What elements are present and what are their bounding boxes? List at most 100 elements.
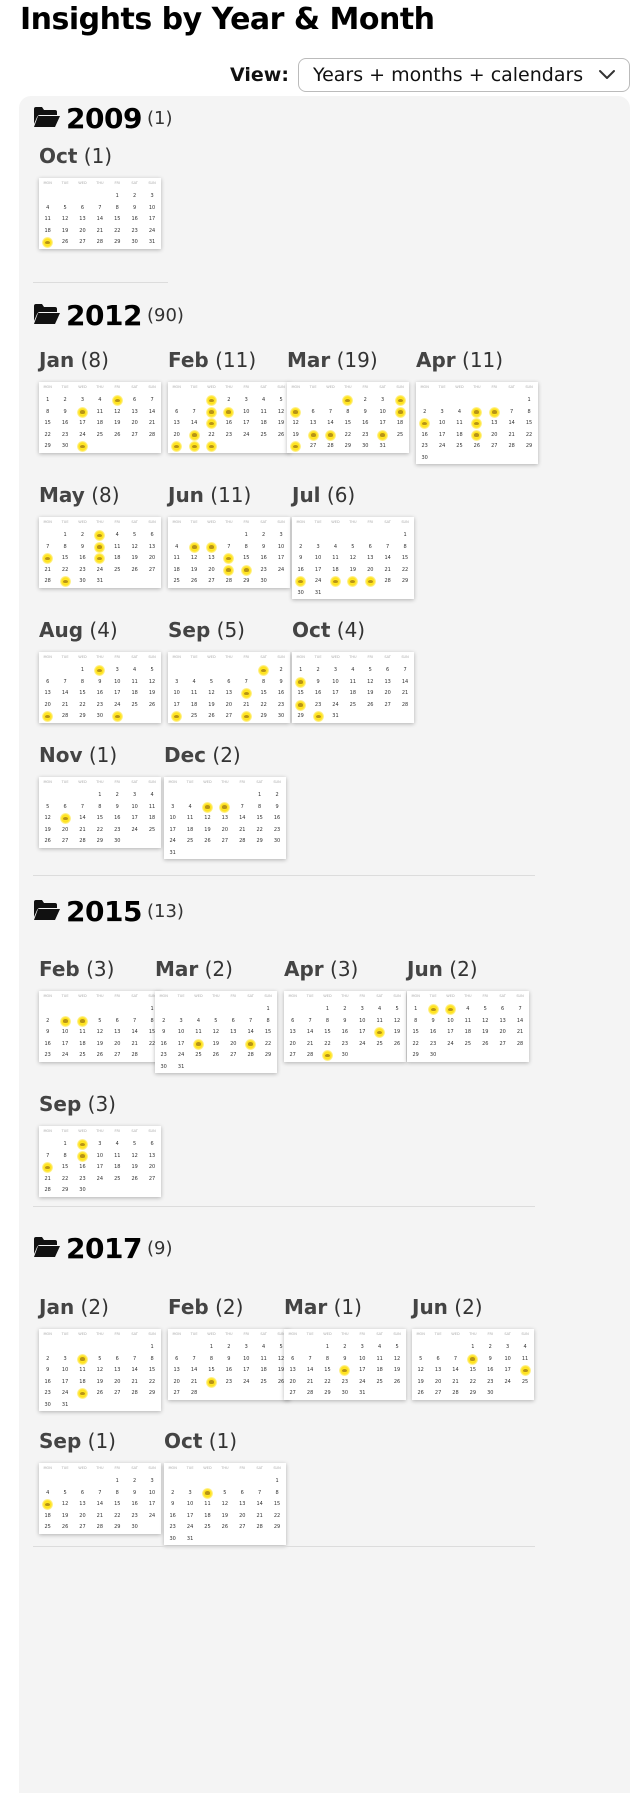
insight-day[interactable]: 25 — [74, 1388, 91, 1400]
month-label[interactable]: Jun (11) — [168, 483, 251, 507]
insight-day[interactable]: 17 — [91, 553, 108, 565]
month-label[interactable]: Jun (2) — [412, 1295, 483, 1319]
insight-day[interactable]: 12 — [468, 418, 485, 430]
month-label[interactable]: Jan (8) — [39, 348, 109, 372]
insight-day[interactable]: 9 — [74, 1150, 91, 1163]
insight-day[interactable]: 21 — [220, 564, 237, 577]
insight-day[interactable]: 3 — [442, 1004, 459, 1016]
insight-day[interactable]: 2 — [91, 665, 108, 677]
month-label[interactable]: Jun (2) — [407, 957, 478, 981]
month-label[interactable]: Oct (1) — [164, 1429, 237, 1453]
insight-day[interactable]: 5 — [287, 406, 304, 419]
insight-day[interactable]: 1 — [255, 665, 272, 677]
insight-day[interactable]: 21 — [322, 429, 339, 442]
insight-day[interactable]: 14 — [238, 688, 255, 700]
insight-day[interactable]: 1 — [339, 395, 356, 407]
month-label[interactable]: Apr (11) — [416, 348, 503, 372]
insight-day[interactable]: 8 — [464, 1353, 481, 1366]
year-heading[interactable]: 2009 (1) — [33, 102, 233, 136]
insight-day[interactable]: 1 — [203, 395, 220, 407]
month-label[interactable]: Oct (4) — [292, 618, 365, 642]
insight-day[interactable]: 18 — [190, 1038, 207, 1051]
insight-day[interactable]: 11 — [391, 406, 408, 419]
month-label[interactable]: Sep (5) — [168, 618, 245, 642]
insight-day[interactable]: 6 — [203, 541, 220, 554]
insight-day[interactable]: 5 — [199, 801, 216, 814]
insight-day[interactable]: 5 — [185, 541, 202, 554]
insight-day[interactable]: 27 — [168, 441, 185, 453]
insight-day[interactable]: 19 — [468, 429, 485, 442]
insight-day[interactable]: 11 — [39, 1499, 56, 1511]
insight-day[interactable]: 27 — [362, 576, 379, 588]
insight-day[interactable]: 4 — [199, 1487, 216, 1500]
insight-day[interactable]: 3 — [56, 1015, 73, 1028]
month-label[interactable]: Feb (2) — [168, 1295, 243, 1319]
year-heading[interactable]: 2017 (9) — [33, 1232, 233, 1266]
month-label[interactable]: Feb (11) — [168, 348, 256, 372]
insight-day[interactable]: 24 — [374, 429, 391, 442]
month-label[interactable]: Nov (1) — [39, 743, 117, 767]
insight-day[interactable]: 28 — [238, 711, 255, 723]
insight-day[interactable]: 30 — [309, 711, 326, 723]
insight-day[interactable]: 5 — [109, 395, 126, 407]
insight-day[interactable]: 4 — [391, 395, 408, 407]
insight-day[interactable]: 9 — [416, 418, 433, 430]
insight-day[interactable]: 15 — [203, 418, 220, 430]
insight-day[interactable]: 10 — [74, 406, 91, 419]
insight-day[interactable]: 22 — [292, 699, 309, 712]
insight-day[interactable]: 25 — [327, 576, 344, 588]
insight-day[interactable]: 5 — [468, 406, 485, 419]
insight-day[interactable]: 10 — [91, 541, 108, 554]
month-label[interactable]: Feb (3) — [39, 957, 114, 981]
year-heading[interactable]: 2012 (90) — [33, 299, 233, 333]
insight-day[interactable]: 23 — [292, 576, 309, 588]
insight-day[interactable]: 2 — [74, 1139, 91, 1151]
insight-day[interactable]: 27 — [39, 711, 56, 723]
insight-day[interactable]: 26 — [344, 576, 361, 588]
insight-day[interactable]: 21 — [242, 1038, 259, 1051]
insight-day[interactable]: 13 — [56, 813, 73, 825]
month-label[interactable]: Apr (3) — [284, 957, 358, 981]
insight-day[interactable]: 31 — [74, 441, 91, 453]
insight-day[interactable]: 22 — [203, 1376, 220, 1389]
view-select[interactable]: Years + months + calendars — [298, 58, 630, 92]
insight-day[interactable]: 14 — [220, 553, 237, 565]
month-label[interactable]: Oct (1) — [39, 144, 112, 168]
insight-day[interactable]: 26 — [287, 441, 304, 453]
insight-day[interactable]: 8 — [292, 676, 309, 689]
insight-day[interactable]: 18 — [516, 1365, 533, 1377]
insight-day[interactable]: 6 — [216, 801, 233, 814]
month-label[interactable]: Sep (1) — [39, 1429, 116, 1453]
month-label[interactable]: Sep (3) — [39, 1092, 116, 1116]
insight-day[interactable]: 20 — [304, 429, 321, 442]
insight-day[interactable]: 14 — [39, 553, 56, 565]
insight-day[interactable]: 24 — [168, 711, 185, 723]
insight-day[interactable]: 25 — [39, 237, 56, 249]
insight-day[interactable]: 29 — [203, 441, 220, 453]
insight-day[interactable]: 6 — [486, 406, 503, 419]
insight-day[interactable]: 21 — [185, 429, 202, 442]
insight-day[interactable]: 31 — [109, 711, 126, 723]
month-label[interactable]: Aug (4) — [39, 618, 118, 642]
year-heading[interactable]: 2015 (13) — [33, 895, 233, 929]
insight-day[interactable]: 14 — [39, 1162, 56, 1174]
insight-day[interactable]: 29 — [56, 576, 73, 588]
insight-day[interactable]: 29 — [319, 1050, 336, 1062]
insight-day[interactable]: 4 — [74, 1353, 91, 1366]
month-label[interactable]: Mar (19) — [287, 348, 378, 372]
insight-day[interactable]: 9 — [220, 406, 237, 419]
month-label[interactable]: Mar (2) — [155, 957, 233, 981]
month-label[interactable]: May (8) — [39, 483, 120, 507]
insight-day[interactable]: 4 — [74, 1015, 91, 1028]
month-label[interactable]: Jul (6) — [292, 483, 355, 507]
insight-day[interactable]: 22 — [238, 564, 255, 577]
insight-day[interactable]: 8 — [203, 406, 220, 419]
insight-day[interactable]: 3 — [91, 530, 108, 542]
month-label[interactable]: Dec (2) — [164, 743, 241, 767]
insight-day[interactable]: 16 — [336, 1365, 353, 1377]
month-label[interactable]: Mar (1) — [284, 1295, 362, 1319]
month-label[interactable]: Jan (2) — [39, 1295, 109, 1319]
insight-day[interactable]: 28 — [185, 441, 202, 453]
insight-day[interactable]: 2 — [424, 1004, 441, 1016]
insight-day[interactable]: 18 — [371, 1027, 388, 1039]
